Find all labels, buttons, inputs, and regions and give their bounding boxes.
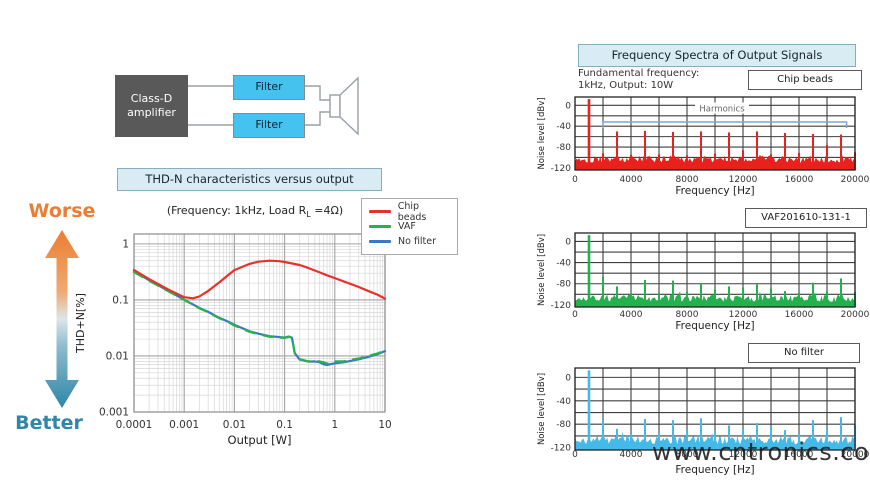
svg-text:-40: -40 xyxy=(556,122,571,132)
svg-text:0: 0 xyxy=(572,175,578,185)
legend-label: VAF xyxy=(398,221,416,232)
svg-text:Frequency [Hz]: Frequency [Hz] xyxy=(675,185,754,197)
legend-label: Chip beads xyxy=(397,200,427,223)
svg-text:0.001: 0.001 xyxy=(99,407,129,419)
svg-text:0.001: 0.001 xyxy=(169,419,199,431)
svg-text:8000: 8000 xyxy=(676,310,699,320)
svg-text:-40: -40 xyxy=(556,397,571,407)
svg-text:-80: -80 xyxy=(556,420,571,430)
better-label: Better xyxy=(15,412,83,434)
spectrum-label-no-filter: No filter xyxy=(748,343,860,363)
subtitle-subscript: L xyxy=(306,210,311,220)
legend-label: No filter xyxy=(398,236,437,247)
svg-text:0.01: 0.01 xyxy=(106,350,129,362)
svg-text:4000: 4000 xyxy=(620,175,643,185)
svg-text:-80: -80 xyxy=(556,143,571,153)
worse-better-arrow xyxy=(45,230,79,408)
spectrum-label-vaf: VAF201610-131-1 xyxy=(745,208,867,228)
subtitle-text-end: =4Ω) xyxy=(310,204,344,217)
svg-text:4000: 4000 xyxy=(620,310,643,320)
svg-text:THD+N[%]: THD+N[%] xyxy=(74,293,87,354)
svg-text:Noise level [dBv]: Noise level [dBv] xyxy=(537,373,547,445)
svg-text:-120: -120 xyxy=(551,164,572,174)
svg-text:10: 10 xyxy=(378,419,391,431)
svg-text:16000: 16000 xyxy=(785,310,814,320)
legend-swatch xyxy=(369,225,391,228)
legend-item: No filter xyxy=(369,234,450,249)
svg-text:0.1: 0.1 xyxy=(112,294,129,306)
spectrum-chart-vaf: 0-40-80-1200 4000 8000 12000 16000 20000Frequ… xyxy=(537,232,870,332)
svg-text:0: 0 xyxy=(565,101,571,111)
thdn-chart-title: THD-N characteristics versus output xyxy=(117,168,382,191)
svg-text:0: 0 xyxy=(572,450,578,460)
spectra-title: Frequency Spectra of Output Signals xyxy=(578,44,856,67)
svg-text:12000: 12000 xyxy=(729,310,758,320)
worse-label: Worse xyxy=(28,200,96,222)
svg-text:0.01: 0.01 xyxy=(223,419,246,431)
spectra-note-line1: Fundamental frequency: xyxy=(578,68,700,79)
svg-text:16000: 16000 xyxy=(785,450,814,460)
svg-text:-40: -40 xyxy=(556,259,571,269)
svg-text:0: 0 xyxy=(565,237,571,247)
watermark: www.cntronics.com xyxy=(652,438,870,466)
legend-item: VAF xyxy=(369,219,450,234)
diagram-wiring-and-speaker xyxy=(188,76,359,136)
svg-text:-80: -80 xyxy=(556,280,571,290)
svg-text:0: 0 xyxy=(572,310,578,320)
svg-text:Noise level [dBv]: Noise level [dBv] xyxy=(537,234,547,306)
svg-text:Frequency [Hz]: Frequency [Hz] xyxy=(675,464,754,476)
speaker-icon xyxy=(329,76,359,136)
svg-text:Harmonics: Harmonics xyxy=(699,105,745,115)
svg-text:1: 1 xyxy=(331,419,338,431)
svg-text:-120: -120 xyxy=(551,301,572,311)
svg-text:16000: 16000 xyxy=(785,175,814,185)
subtitle-text: (Frequency: 1kHz, Load R xyxy=(166,204,307,217)
svg-text:-120: -120 xyxy=(551,444,572,454)
spectrum-chart-no-filter: 0-40-80-1200 4000 8000 12000 16000 20000Frequ… xyxy=(537,367,870,476)
svg-text:4000: 4000 xyxy=(620,450,643,460)
spectrum-label-chip-beads: Chip beads xyxy=(748,70,862,90)
svg-text:0: 0 xyxy=(565,373,571,383)
class-d-amplifier-box: Class-D amplifier xyxy=(115,75,188,137)
spectra-note-line2: 1kHz, Output: 10W xyxy=(578,80,674,91)
thdn-legend: Chip beads VAF No filter xyxy=(361,198,458,255)
svg-text:20000: 20000 xyxy=(841,175,870,185)
svg-text:Output [W]: Output [W] xyxy=(228,433,292,447)
filter-box-top: Filter xyxy=(233,75,305,100)
thdn-chart-subtitle: (Frequency: 1kHz, Load RL =4Ω) xyxy=(130,204,380,219)
svg-text:8000: 8000 xyxy=(676,450,699,460)
legend-swatch xyxy=(369,210,391,213)
svg-text:0.0001: 0.0001 xyxy=(116,419,153,431)
svg-text:12000: 12000 xyxy=(729,450,758,460)
svg-text:20000: 20000 xyxy=(841,450,870,460)
svg-text:Frequency [Hz]: Frequency [Hz] xyxy=(675,320,754,332)
legend-swatch xyxy=(369,240,391,243)
svg-text:12000: 12000 xyxy=(729,175,758,185)
filter-box-bottom: Filter xyxy=(233,113,305,138)
svg-text:8000: 8000 xyxy=(676,175,699,185)
legend-item: Chip beads xyxy=(369,201,450,223)
svg-text:Noise level [dBv]: Noise level [dBv] xyxy=(537,97,547,169)
svg-text:1: 1 xyxy=(122,238,129,250)
svg-text:20000: 20000 xyxy=(841,310,870,320)
svg-text:0.1: 0.1 xyxy=(276,419,293,431)
